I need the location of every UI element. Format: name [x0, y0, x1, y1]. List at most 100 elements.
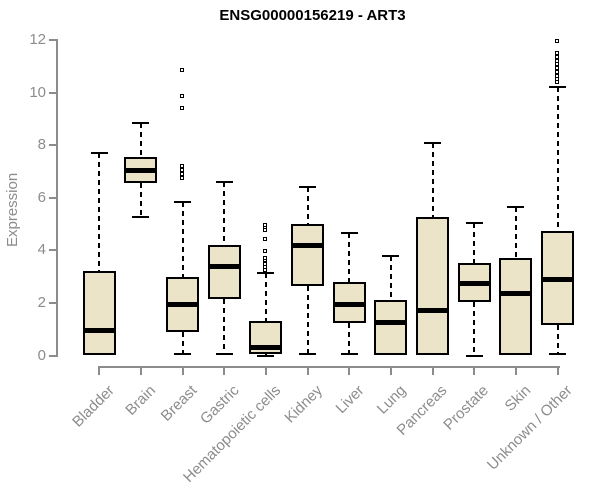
median-line [166, 301, 200, 307]
outlier-point [180, 171, 185, 176]
outlier-point [263, 249, 268, 254]
median-line [499, 291, 533, 297]
x-tick [556, 368, 559, 375]
x-category-label: Lung [373, 382, 409, 418]
whisker-cap-low [257, 354, 275, 357]
y-tick [49, 196, 57, 199]
y-tick [49, 249, 57, 252]
y-tick-label: 4 [37, 241, 46, 259]
whisker-high [98, 153, 101, 272]
outlier-point [555, 70, 560, 75]
whisker-low [139, 183, 142, 218]
y-tick [49, 144, 57, 147]
whisker-high [556, 87, 559, 231]
whisker-high [139, 122, 142, 157]
x-category-label: Brain [122, 382, 159, 419]
y-tick [49, 38, 57, 41]
whisker-low [181, 331, 184, 355]
x-category-label: Bladder [68, 382, 118, 431]
y-tick [49, 91, 57, 94]
whisker-low [473, 301, 476, 356]
whisker-high [473, 222, 476, 264]
whisker-low [306, 285, 309, 355]
y-tick [49, 301, 57, 304]
median-line [82, 328, 116, 334]
whisker-cap-high [90, 152, 108, 155]
outlier-point [555, 62, 560, 67]
outlier-point [180, 167, 185, 172]
whisker-cap-low [465, 354, 483, 357]
whisker-high [431, 142, 434, 218]
median-line [124, 167, 158, 173]
whisker-low [348, 322, 351, 355]
x-category-label: Liver [332, 382, 368, 418]
outlier-point [555, 54, 560, 59]
box [374, 300, 408, 356]
outlier-point [180, 163, 185, 168]
outlier-point [263, 255, 268, 260]
y-tick-label: 12 [29, 30, 46, 48]
y-tick [49, 354, 57, 357]
whisker-cap-high [257, 271, 275, 274]
box [207, 245, 241, 299]
x-tick [139, 368, 142, 375]
whisker-high [264, 272, 267, 322]
box [416, 217, 450, 356]
x-tick [348, 368, 351, 375]
y-tick-label: 10 [29, 83, 46, 101]
outlier-point [555, 74, 560, 79]
whisker-high [514, 206, 517, 259]
y-tick-label: 8 [37, 136, 46, 154]
whisker-cap-low [299, 353, 317, 356]
whisker-high [389, 255, 392, 301]
outlier-point [263, 237, 268, 242]
outlier-point [180, 67, 185, 72]
whisker-high [348, 233, 351, 282]
x-tick [264, 368, 267, 375]
whisker-cap-high [507, 205, 525, 208]
x-tick [181, 368, 184, 375]
median-line [457, 280, 491, 286]
x-category-label: Skin [501, 382, 534, 415]
median-line [249, 345, 283, 351]
y-axis-label: Expression [4, 172, 21, 247]
whisker-cap-high [549, 86, 567, 89]
whisker-cap-low [215, 353, 233, 356]
whisker-high [306, 187, 309, 225]
y-axis-line [56, 39, 58, 357]
outlier-point [263, 222, 268, 227]
x-tick [514, 368, 517, 375]
x-tick [306, 368, 309, 375]
whisker-low [223, 298, 226, 355]
box [82, 271, 116, 356]
x-axis-line [98, 366, 560, 368]
outlier-point [555, 66, 560, 71]
x-tick [389, 368, 392, 375]
whisker-cap-high [465, 221, 483, 224]
median-line [416, 308, 450, 314]
whisker-cap-low [549, 353, 567, 356]
whisker-cap-high [215, 180, 233, 183]
outlier-point [180, 105, 185, 110]
whisker-cap-low [174, 353, 192, 356]
whisker-cap-high [299, 186, 317, 189]
median-line [207, 263, 241, 269]
whisker-cap-low [340, 353, 358, 356]
whisker-cap-high [132, 121, 150, 124]
whisker-cap-high [340, 232, 358, 235]
median-line [332, 301, 366, 307]
outlier-point [555, 38, 560, 43]
x-category-label: Kidney [281, 382, 326, 427]
y-tick-label: 0 [37, 346, 46, 364]
x-category-label: Breast [157, 382, 201, 425]
whisker-cap-high [382, 254, 400, 257]
chart-title: ENSG00000156219 - ART3 [219, 7, 406, 24]
x-category-label: Prostate [440, 382, 493, 434]
x-tick [473, 368, 476, 375]
whisker-low [556, 325, 559, 355]
whisker-cap-low [132, 216, 150, 219]
x-tick [223, 368, 226, 375]
outlier-point [555, 50, 560, 55]
whisker-cap-high [424, 141, 442, 144]
